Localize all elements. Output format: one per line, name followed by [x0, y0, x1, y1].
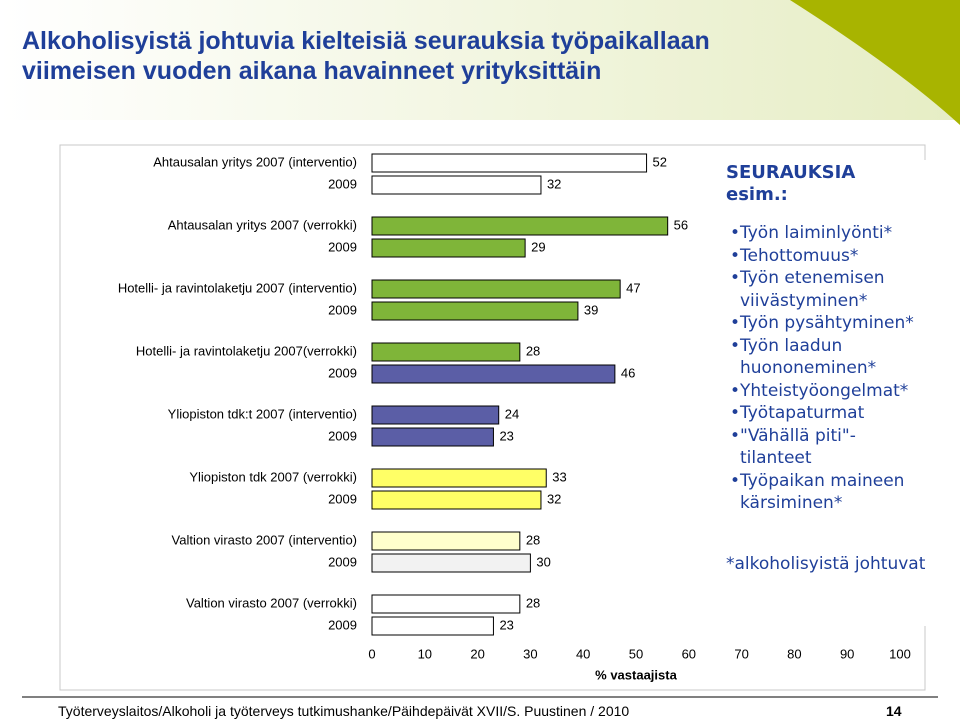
bar [371, 594, 521, 614]
y-tick-label: 2009 [328, 176, 357, 191]
bar [371, 279, 621, 299]
corner-shape [790, 0, 960, 125]
x-tick-label: 70 [734, 646, 748, 661]
y-tick-label: 2009 [328, 428, 357, 443]
bar [371, 301, 579, 321]
data-label: 56 [674, 217, 688, 232]
bar [371, 364, 616, 384]
slide-title: Alkoholisyistä johtuvia kielteisiä seura… [22, 27, 710, 85]
bullet: Työpaikan maineen kärsiminen* [730, 470, 926, 515]
y-tick-label: Hotelli- ja ravintolaketju 2007 (interve… [118, 280, 357, 295]
bullet: Työtapaturmat [730, 402, 926, 425]
data-label: 29 [531, 239, 545, 254]
data-label: 24 [505, 406, 519, 421]
x-tick-label: 0 [368, 646, 375, 661]
x-tick-label: 100 [889, 646, 911, 661]
bullet: Yhteistyöongelmat* [730, 380, 926, 403]
x-tick-label: 50 [629, 646, 643, 661]
page-number: 14 [886, 703, 902, 719]
bar [371, 531, 521, 551]
bullet: Työn laiminlyönti* [730, 222, 926, 245]
data-label: 28 [526, 532, 540, 547]
y-tick-label: Yliopiston tdk 2007 (verrokki) [189, 469, 357, 484]
x-tick-label: 40 [576, 646, 590, 661]
x-tick-label: 10 [418, 646, 432, 661]
y-tick-label: 2009 [328, 491, 357, 506]
data-label: 33 [552, 469, 566, 484]
bar [371, 153, 648, 173]
y-tick-label: 2009 [328, 554, 357, 569]
y-tick-label: 2009 [328, 239, 357, 254]
bar [371, 490, 542, 510]
x-tick-label: 80 [787, 646, 801, 661]
data-label: 39 [584, 302, 598, 317]
x-tick-label: 20 [470, 646, 484, 661]
x-tick-label: 60 [682, 646, 696, 661]
bar [371, 468, 547, 488]
side-note: *alkoholisyistä johtuvat [726, 553, 926, 574]
y-tick-label: 2009 [328, 302, 357, 317]
y-tick-label: Ahtausalan yritys 2007 (verrokki) [168, 217, 357, 232]
data-label: 28 [526, 343, 540, 358]
y-tick-label: 2009 [328, 617, 357, 632]
bullet: Tehottomuus* [730, 245, 926, 268]
x-tick-label: 90 [840, 646, 854, 661]
bullet: "Vähällä piti"-tilanteet [730, 425, 926, 470]
data-label: 32 [547, 491, 561, 506]
bar [371, 427, 494, 447]
data-label: 32 [547, 176, 561, 191]
data-label: 30 [536, 554, 550, 569]
y-tick-label: Ahtausalan yritys 2007 (interventio) [153, 154, 357, 169]
bar [371, 616, 494, 636]
bar [371, 175, 542, 195]
data-label: 23 [499, 617, 513, 632]
bar [371, 238, 526, 258]
y-tick-label: Yliopiston tdk:t 2007 (interventio) [168, 406, 357, 421]
header-band [0, 0, 960, 120]
data-label: 47 [626, 280, 640, 295]
side-box: SEURAUKSIA esim.: Työn laiminlyönti*Teho… [716, 160, 926, 626]
bullet-list: Työn laiminlyönti*Tehottomuus*Työn etene… [716, 222, 926, 515]
data-label: 28 [526, 595, 540, 610]
bar [371, 553, 531, 573]
data-label: 46 [621, 365, 635, 380]
data-label: 52 [653, 154, 667, 169]
y-tick-label: Valtion virasto 2007 (verrokki) [186, 595, 357, 610]
footer: Työterveyslaitos/Alkoholi ja työterveys … [58, 703, 630, 719]
side-heading: SEURAUKSIA esim.: [726, 162, 856, 205]
x-axis-label: % vastaajista [595, 667, 677, 682]
data-label: 23 [499, 428, 513, 443]
y-tick-label: Valtion virasto 2007 (interventio) [172, 532, 357, 547]
y-tick-label: 2009 [328, 365, 357, 380]
y-tick-label: Hotelli- ja ravintolaketju 2007(verrokki… [136, 343, 357, 358]
x-tick-label: 30 [523, 646, 537, 661]
bar [371, 342, 521, 362]
bar [371, 216, 669, 236]
bullet: Työn laadun huononeminen* [730, 335, 926, 380]
bullet: Työn pysähtyminen* [730, 312, 926, 335]
bar [371, 405, 500, 425]
bullet: Työn etenemisen viivästyminen* [730, 267, 926, 312]
